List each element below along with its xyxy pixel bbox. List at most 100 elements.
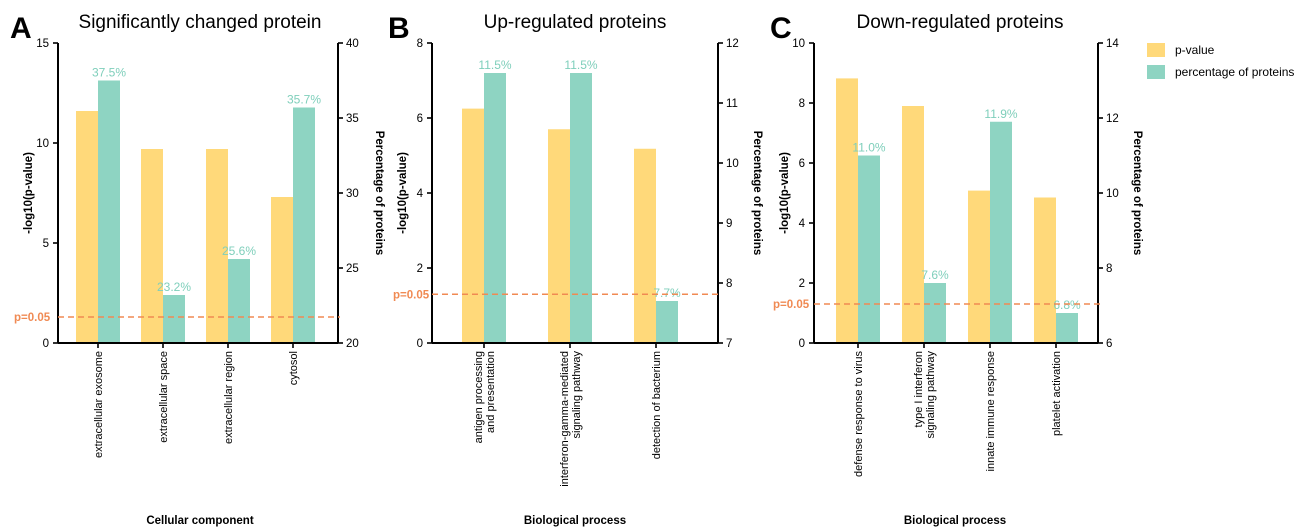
panel-c-right-tick-label-1: 6 [1106, 338, 1112, 350]
legend-swatch-p-value [1147, 43, 1165, 57]
panel-c-bar-percentage-2 [924, 283, 946, 343]
panel-b-category-label-1: antigen processingand presentation [473, 351, 497, 443]
panel-b-data-label-1: 11.5% [478, 58, 511, 72]
panel-c-letter: C [770, 12, 792, 45]
panel-c-bar-percentage-1 [858, 155, 880, 343]
panel-c-left-tick-label-2: 2 [799, 278, 805, 290]
panel-c-data-label-1: 11.0% [852, 141, 885, 155]
panel-a-right-axis-title: Percentage of proteins [373, 131, 385, 256]
panel-b-right-tick-label-1: 7 [726, 338, 732, 350]
panel-b-left-tick-label-4: 6 [417, 113, 423, 125]
panel-c-left-axis-title: -log10(p-value) [779, 152, 791, 234]
panel-a-right-tick-label-1: 20 [346, 338, 359, 350]
panel-a-bar-percentage-2 [163, 295, 185, 343]
panel-b-category-label-3: detection of bacterium [651, 351, 663, 459]
panel-c-bar-p-value-4 [1034, 197, 1056, 343]
panel-a-threshold-label: p=0.05 [14, 312, 51, 324]
panel-a-category-label-1: extracellular exosome [93, 351, 105, 458]
panel-b-title: Up-regulated proteins [484, 12, 667, 33]
panel-a-category-label-4: cytosol [288, 351, 300, 385]
panel-c-right-tick-label-4: 12 [1106, 113, 1119, 125]
panel-a-bar-percentage-4 [293, 107, 315, 343]
panel-c-bar-percentage-3 [990, 121, 1012, 343]
panel-b-bar-p-value-2 [548, 129, 570, 343]
panel-c-bar-p-value-1 [836, 78, 858, 344]
panel-b-data-label-3: 7.7% [653, 286, 681, 300]
panel-c-data-label-2: 7.6% [921, 268, 949, 282]
panel-b-right-tick-label-6: 12 [726, 38, 739, 50]
panel-a-right-tick-label-5: 40 [346, 38, 359, 50]
panel-a: A Significantly changed protein 37.5% extra… [10, 12, 385, 527]
panel-a-right-tick-label-4: 35 [346, 113, 359, 125]
panel-a-letter: A [10, 12, 32, 45]
panel-a-bar-percentage-3 [228, 259, 250, 343]
panel-c-threshold-label: p=0.05 [773, 299, 810, 311]
panel-a-x-axis-title: Cellular component [146, 515, 254, 527]
panel-b-right-tick-label-3: 9 [726, 218, 732, 230]
panel-a-data-label-1: 37.5% [92, 66, 126, 80]
panel-a-bar-p-value-2 [141, 149, 163, 343]
panel-b-bar-p-value-1 [462, 108, 484, 343]
panel-c-left-tick-label-6: 10 [792, 38, 805, 50]
panel-c-x-axis-title: Biological process [904, 515, 1006, 527]
panel-b-x-axis-title: Biological process [524, 515, 626, 527]
panel-a-left-axis-title: -log10(p-value) [23, 152, 35, 234]
panel-b-bar-percentage-2 [570, 73, 592, 343]
panel-a-data-label-2: 23.2% [157, 280, 191, 294]
panel-b-right-axis-title: Percentage of proteins [751, 131, 763, 256]
panel-b-bar-percentage-1 [484, 73, 506, 343]
panel-c-right-axis-title: Percentage of proteins [1131, 131, 1143, 256]
panel-b-threshold-label: p=0.05 [393, 289, 430, 301]
panel-a-bar-p-value-3 [206, 149, 228, 343]
panel-a-bar-p-value-4 [271, 197, 293, 343]
panel-a-right-tick-label-3: 30 [346, 188, 359, 200]
panel-c-bar-percentage-4 [1056, 313, 1078, 343]
panel-a-bar-percentage-1 [98, 80, 120, 343]
panel-b-bar-percentage-3 [656, 301, 678, 343]
panel-c: C Down-regulated proteins 11.0% defense res… [770, 12, 1143, 527]
panel-c-right-tick-label-3: 10 [1106, 188, 1119, 200]
panel-b-bar-p-value-3 [634, 148, 656, 343]
panel-c-category-label-1: defense response to virus [853, 351, 865, 477]
legend-label-p-value: p-value [1175, 43, 1215, 57]
panel-b-data-label-2: 11.5% [564, 58, 597, 72]
legend-label-percentage: percentage of proteins [1175, 65, 1294, 79]
panel-c-left-tick-label-1: 0 [799, 338, 805, 350]
panel-b-right-tick-label-5: 11 [726, 98, 738, 110]
panel-b: B Up-regulated proteins 11.5% antigen proce… [388, 12, 763, 527]
panel-c-bar-p-value-3 [968, 190, 990, 343]
panel-b-left-axis-title: -log10(p-value) [397, 152, 409, 234]
panel-c-data-label-3: 11.9% [984, 107, 1017, 121]
panel-a-data-label-3: 25.6% [222, 244, 256, 258]
panel-a-left-tick-label-2: 5 [43, 238, 49, 250]
panel-b-letter: B [388, 12, 410, 45]
legend-swatch-percentage [1147, 65, 1165, 79]
panel-b-left-tick-label-2: 2 [417, 263, 423, 275]
panel-b-right-tick-label-4: 10 [726, 158, 739, 170]
panel-c-data-label-4: 6.8% [1053, 298, 1081, 312]
panel-a-data-label-4: 35.7% [287, 93, 321, 107]
panel-a-category-label-2: extracellular space [158, 351, 170, 443]
legend: p-value percentage of proteins [1147, 43, 1294, 79]
panel-c-left-tick-label-4: 6 [799, 158, 805, 170]
panel-a-category-label-3: extracellular region [223, 351, 235, 444]
panel-c-right-tick-label-2: 8 [1106, 263, 1112, 275]
panel-a-left-tick-label-3: 10 [36, 138, 49, 150]
panel-c-left-tick-label-3: 4 [799, 218, 806, 230]
panel-a-left-tick-label-1: 0 [43, 338, 49, 350]
panel-b-right-tick-label-2: 8 [726, 278, 732, 290]
panel-c-title: Down-regulated proteins [856, 12, 1063, 33]
panel-a-title: Significantly changed protein [79, 12, 322, 33]
panel-b-category-label-2: interferon-gamma-mediatedsignaling pathw… [559, 351, 583, 487]
panel-c-category-label-3: innate immune response [985, 351, 997, 471]
panel-c-left-tick-label-5: 8 [799, 98, 805, 110]
panel-a-bar-p-value-1 [76, 111, 98, 343]
panel-a-left-tick-label-4: 15 [36, 38, 49, 50]
panel-b-left-tick-label-5: 8 [417, 38, 423, 50]
panel-c-category-label-4: platelet activation [1051, 351, 1063, 436]
panel-b-left-tick-label-1: 0 [417, 338, 423, 350]
panel-c-bar-p-value-2 [902, 106, 924, 343]
panel-a-right-tick-label-2: 25 [346, 263, 359, 275]
panel-c-right-tick-label-5: 14 [1106, 38, 1119, 50]
